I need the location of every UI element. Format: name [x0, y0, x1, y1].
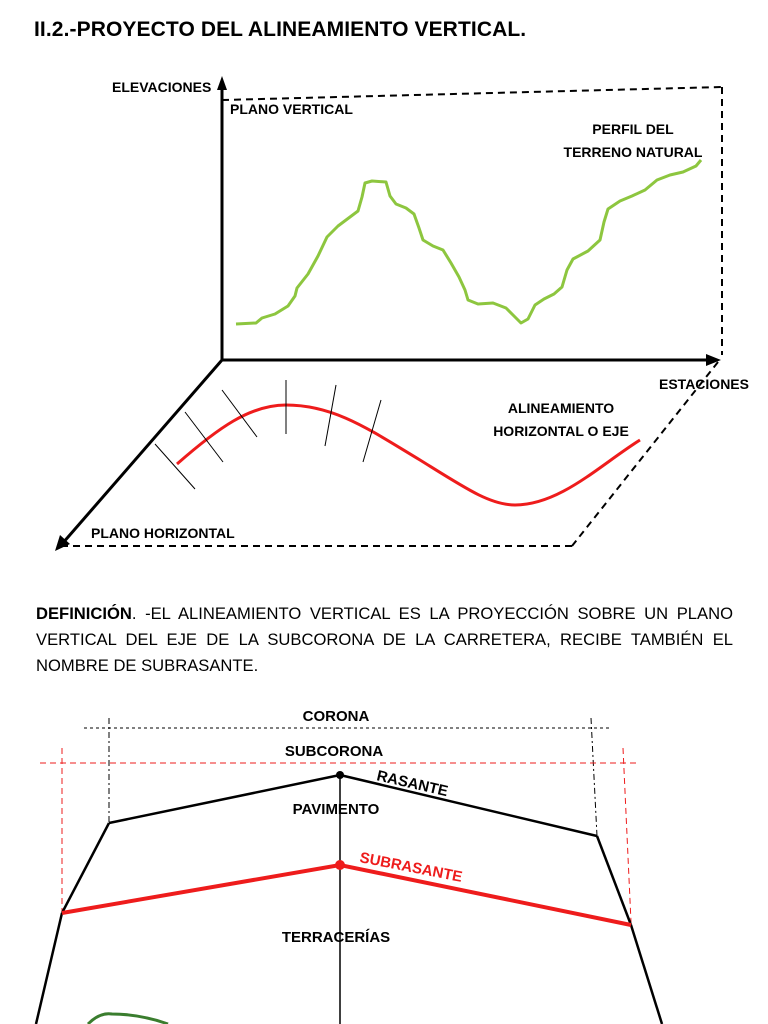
elevaciones-label: ELEVACIONES — [112, 79, 211, 95]
rasante-label: RASANTE — [375, 767, 449, 800]
alineamiento-label-line1: ALINEAMIENTO — [508, 400, 614, 416]
embankment-left-slope — [34, 912, 64, 1024]
horizontal-alignment-axis — [176, 403, 641, 507]
station-tick — [221, 389, 258, 438]
pavement-right-slope — [595, 835, 633, 926]
station-ticks — [154, 380, 382, 490]
page-title: II.2.-PROYECTO DEL ALINEAMIENTO VERTICAL… — [34, 18, 527, 41]
plano-horizontal-label: PLANO HORIZONTAL — [91, 525, 235, 541]
corona-label: CORONA — [303, 708, 370, 725]
definition-body: . -EL ALINEAMIENTO VERTICAL ES LA PROYEC… — [36, 604, 733, 675]
depth-arrowhead — [55, 535, 70, 551]
alineamiento-label-line2: HORIZONTAL O EJE — [493, 423, 629, 439]
subcorona-label: SUBCORONA — [285, 743, 384, 760]
vertical-plane-top-edge — [221, 86, 723, 101]
rasante-line — [108, 773, 598, 838]
section-outline — [34, 773, 664, 1024]
vertical-alignment-diagram: ELEVACIONES PLANO VERTICAL PERFIL DEL TE… — [55, 76, 749, 551]
axis-arrowheads — [55, 76, 721, 551]
pavimento-label: PAVIMENTO — [293, 801, 380, 818]
station-tick — [362, 399, 382, 463]
subrasante-label: SUBRASANTE — [358, 849, 464, 886]
station-tick — [324, 384, 337, 447]
station-arrowhead — [706, 354, 721, 366]
pavement-left-slope — [60, 822, 111, 914]
elevation-arrowhead — [217, 76, 227, 90]
subrasante-center-point — [335, 860, 345, 870]
definition-paragraph: DEFINICIÓN. -EL ALINEAMIENTO VERTICAL ES… — [36, 601, 733, 679]
station-tick — [184, 411, 224, 463]
plane-outlines — [62, 86, 723, 547]
estaciones-label: ESTACIONES — [659, 376, 749, 392]
perfil-label-line2: TERRENO NATURAL — [564, 144, 703, 160]
ground-line — [86, 1012, 169, 1024]
axes — [60, 84, 710, 545]
rasante-center-point — [336, 771, 344, 779]
subrasante-line — [61, 862, 632, 927]
subcorona-reference-lines — [40, 747, 640, 923]
station-tick — [154, 443, 196, 490]
definition-lead: DEFINICIÓN — [36, 604, 132, 623]
plano-vertical-label: PLANO VERTICAL — [230, 101, 353, 117]
corona-right-extent — [590, 717, 598, 837]
subcorona-right-extent — [622, 747, 632, 923]
perfil-label-line1: PERFIL DEL — [592, 121, 674, 137]
corona-reference-lines — [84, 717, 610, 837]
terracerias-label: TERRACERÍAS — [282, 929, 390, 946]
horizontal-depth-axis — [60, 359, 224, 545]
horizontal-plane-right-edge — [571, 361, 719, 547]
embankment-right-slope — [629, 924, 664, 1024]
natural-terrain-profile — [235, 159, 703, 326]
